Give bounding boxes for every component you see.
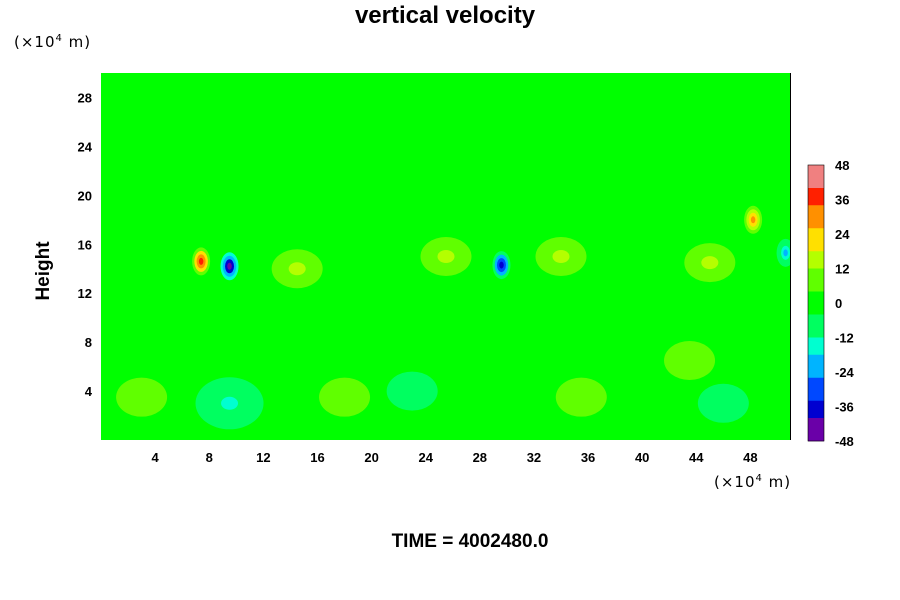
field-feature-3: [750, 216, 756, 224]
x-tick-label: 32: [527, 450, 541, 465]
field-feature-2: [499, 261, 504, 269]
field-feature-12: [288, 262, 306, 276]
field-feature-4: [783, 249, 788, 257]
x-tick-label: 8: [206, 450, 213, 465]
y-tick-label: 8: [85, 335, 92, 350]
colorbar-segment: [808, 193, 824, 200]
colorbar-tick-label: 36: [835, 193, 849, 208]
colorbar-segment: [808, 423, 824, 430]
colorbar-segment: [808, 188, 824, 195]
colorbar-tick-label: 12: [835, 262, 849, 277]
colorbar-segment: [808, 165, 824, 172]
colorbar-tick-label: -24: [835, 365, 855, 380]
colorbar-segment: [808, 354, 824, 361]
field-feature-7: [336, 390, 354, 404]
chart-title: vertical velocity: [354, 2, 536, 29]
colorbar-segment: [808, 205, 824, 212]
colorbar-segment: [808, 395, 824, 402]
colorbar-segment: [808, 274, 824, 281]
x-tick-label: 40: [635, 450, 649, 465]
colorbar-segment: [808, 176, 824, 183]
field-feature-15: [701, 256, 719, 270]
colorbar-segment: [808, 257, 824, 264]
colorbar-tick-label: -12: [835, 331, 854, 346]
colorbar-segment: [808, 308, 824, 315]
colorbar-segment: [808, 251, 824, 258]
colorbar-segment: [808, 429, 824, 436]
colorbar-segment: [808, 245, 824, 252]
x-axis-unit: (×104 m): [714, 473, 792, 491]
x-tick-label: 12: [256, 450, 270, 465]
field-feature-10: [681, 353, 699, 367]
colorbar-segment: [808, 418, 824, 425]
colorbar-segment: [808, 383, 824, 390]
colorbar-segment: [808, 199, 824, 206]
x-tick-label: 16: [310, 450, 324, 465]
colorbar-segment: [808, 337, 824, 344]
colorbar-segment: [808, 262, 824, 269]
field-feature-5: [133, 390, 151, 404]
y-tick-label: 4: [85, 384, 93, 399]
colorbar-segment: [808, 331, 824, 338]
colorbar-segment: [808, 222, 824, 229]
y-tick-label: 12: [78, 286, 92, 301]
colorbar-segment: [808, 280, 824, 287]
colorbar-segment: [808, 268, 824, 275]
colorbar-segment: [808, 343, 824, 350]
colorbar-segment: [808, 389, 824, 396]
x-tick-label: 28: [473, 450, 487, 465]
y-tick-label: 28: [78, 90, 92, 105]
field-feature-13: [437, 250, 455, 263]
colorbar-segment: [808, 400, 824, 407]
colorbar-segment: [808, 377, 824, 384]
y-tick-label: 20: [78, 188, 92, 203]
colorbar-segment: [808, 366, 824, 373]
colorbar-segment: [808, 239, 824, 246]
colorbar-tick-label: 24: [835, 227, 850, 242]
colorbar-segment: [808, 349, 824, 356]
colorbar-segment: [808, 314, 824, 321]
field-feature-8: [403, 384, 421, 398]
x-tick-label: 44: [689, 450, 704, 465]
x-tick-label: 20: [364, 450, 378, 465]
colorbar-frame: [807, 164, 825, 442]
colorbar-segment: [808, 211, 824, 218]
field-feature-6: [221, 396, 239, 410]
field-feature-1: [227, 262, 232, 270]
colorbar-segment: [808, 182, 824, 189]
colorbar-segment: [808, 360, 824, 367]
colorbar-segment: [808, 412, 824, 419]
colorbar-segment: [808, 216, 824, 223]
colorbar-segment: [808, 320, 824, 327]
colorbar-tick-label: -48: [835, 434, 854, 449]
field-feature-11: [714, 396, 732, 410]
x-tick-label: 36: [581, 450, 595, 465]
y-tick-label: 16: [78, 237, 92, 252]
y-axis-unit: (×104 m): [14, 33, 92, 51]
colorbar-segment: [808, 326, 824, 333]
colorbar-segment: [808, 291, 824, 298]
colorbar-segment: [808, 228, 824, 235]
time-label: TIME = 4002480.0: [391, 531, 549, 552]
colorbar-segment: [808, 435, 824, 442]
field-feature-0: [198, 257, 204, 265]
field-feature-14: [552, 250, 570, 263]
colorbar-tick-label: 48: [835, 158, 849, 173]
x-tick-label: 4: [152, 450, 160, 465]
x-tick-label: 48: [743, 450, 757, 465]
colorbar-tick-label: -36: [835, 400, 854, 415]
colorbar-tick-label: 0: [835, 296, 842, 311]
field-feature-9: [572, 390, 590, 404]
colorbar-segment: [808, 285, 824, 292]
colorbar-segment: [808, 234, 824, 241]
y-tick-label: 24: [78, 139, 93, 154]
colorbar-segment: [808, 297, 824, 304]
colorbar-segment: [808, 170, 824, 177]
colorbar-segment: [808, 303, 824, 310]
colorbar-segment: [808, 406, 824, 413]
colorbar-segment: [808, 372, 824, 379]
x-tick-label: 24: [418, 450, 433, 465]
